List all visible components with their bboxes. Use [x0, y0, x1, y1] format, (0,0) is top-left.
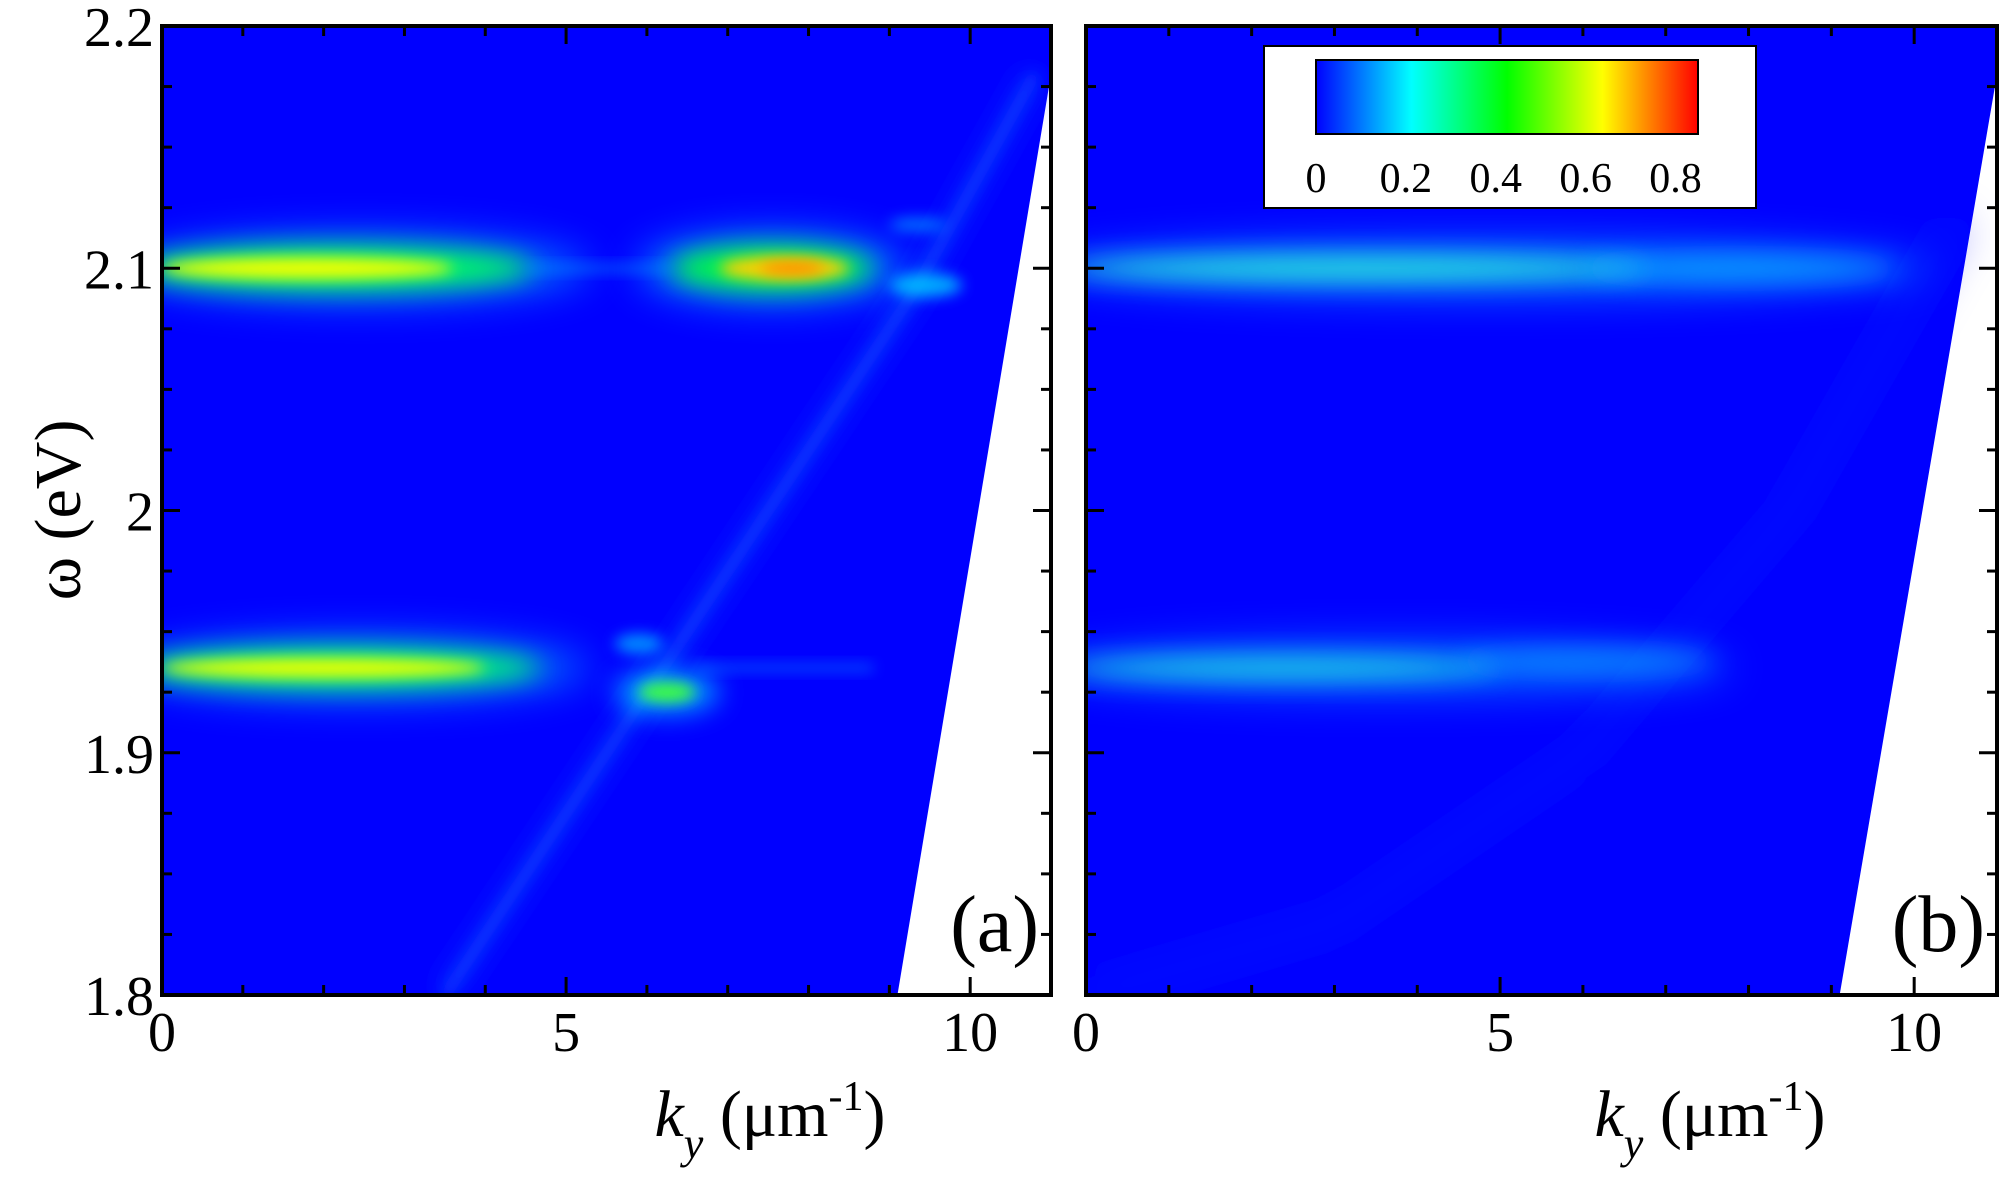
panel-a: 0 5 10 1.8 1.9 2 2.1 2.2 (a): [84, 0, 1053, 1064]
x-tick-label: 0: [1072, 1002, 1100, 1064]
y-tick-label: 2.2: [84, 0, 154, 59]
x-tick-label: 10: [1886, 1002, 1942, 1064]
y-tick-label: 2: [126, 482, 154, 544]
lower-band-tail: [695, 663, 874, 672]
colorbar-tick-labels: 0 0.2 0.4 0.6 0.8: [1306, 156, 1702, 202]
upper-band-core: [1086, 255, 1650, 282]
photon-branch-core: [442, 73, 1038, 995]
x-tick-label: 5: [1486, 1002, 1514, 1064]
panel-b-x-axis-title: ky (μm-1): [1594, 1074, 1825, 1168]
upper-island-peak: [760, 262, 825, 275]
y-tick-label: 1.9: [84, 724, 154, 786]
upper-band-tail: [525, 264, 672, 273]
panel-a-label: (a): [950, 881, 1039, 969]
panel-a-x-axis-title: ky (μm-1): [654, 1074, 885, 1168]
x-tick-label: 5: [552, 1002, 580, 1064]
upper-anticrossing-spot-2: [889, 217, 946, 232]
colorbar-tick-label: 0.6: [1559, 156, 1612, 202]
x-tick-label: 0: [148, 1002, 176, 1064]
colorbar-tick-label: 0.2: [1380, 156, 1433, 202]
panel-a-ticks: 0 5 10 1.8 1.9 2 2.1 2.2: [84, 0, 1053, 1064]
panel-b-ticks: 0 5 10: [1072, 24, 1999, 1064]
y-tick-label: 2.1: [84, 239, 154, 301]
x-axis-var: k: [1594, 1078, 1625, 1151]
colorbar: 0 0.2 0.4 0.6 0.8: [1263, 45, 1757, 209]
x-axis-unit-close: ): [864, 1078, 886, 1151]
x-axis-unit-sup: -1: [829, 1074, 864, 1120]
x-tick-label: 10: [942, 1002, 998, 1064]
y-tick-label: 1.8: [84, 966, 154, 1028]
colorbar-tick-label: 0.4: [1470, 156, 1523, 202]
lower-band-core: [1086, 655, 1501, 680]
panel-b-features: [1086, 212, 1969, 995]
lower-band-core: [162, 657, 486, 678]
x-axis-unit-open: (μm: [1643, 1078, 1768, 1151]
panel-a-heatmap-field: [162, 26, 1051, 995]
x-axis-sub: y: [1620, 1119, 1644, 1168]
y-axis-title: ω (eV): [22, 420, 95, 601]
lower-band-fade: [1458, 647, 1716, 674]
colorbar-ramp: [1315, 59, 1699, 135]
x-axis-unit-open: (μm: [703, 1078, 828, 1151]
colorbar-tick-label: 0.8: [1649, 156, 1702, 202]
upper-band-fade: [1582, 254, 1898, 283]
x-axis-sub: y: [680, 1119, 704, 1168]
lower-anticrossing-spot: [614, 633, 664, 654]
x-axis-unit-close: ): [1804, 1078, 1826, 1151]
panel-b: 0 5 10 (b) 0 0.2 0.4 0.6 0.8: [1072, 24, 1999, 1064]
lower-island-core: [638, 682, 696, 703]
upper-anticrossing-spot: [889, 273, 963, 298]
panel-a-features: [162, 69, 1045, 995]
x-axis-unit-sup: -1: [1769, 1074, 1804, 1120]
colorbar-tick-label: 0: [1306, 156, 1327, 202]
panel-b-label: (b): [1892, 881, 1985, 969]
faint-branch: [1086, 212, 1969, 995]
upper-band-core: [162, 257, 453, 280]
x-axis-var: k: [654, 1078, 685, 1151]
